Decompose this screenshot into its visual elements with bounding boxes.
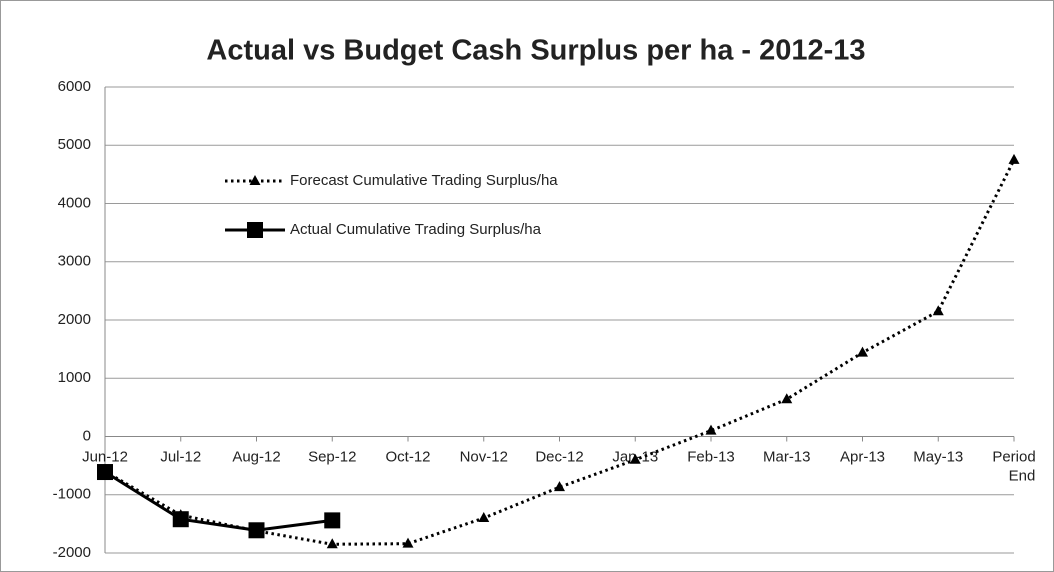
x-tick-label: Nov-12	[460, 448, 508, 465]
triangle-marker	[402, 537, 414, 548]
triangle-marker	[1008, 153, 1020, 164]
x-tick-label: Apr-13	[840, 448, 885, 465]
y-tick-label: -1000	[53, 486, 91, 503]
x-tick-label: Period End	[992, 448, 1035, 484]
y-tick-label: 6000	[58, 78, 91, 95]
triangle-marker	[932, 305, 944, 316]
x-tick-label: Dec-12	[535, 448, 583, 465]
triangle-marker	[478, 512, 490, 523]
x-tick-label: Oct-12	[385, 448, 430, 465]
y-tick-label: 5000	[58, 136, 91, 153]
legend-label: Forecast Cumulative Trading Surplus/ha	[290, 172, 558, 189]
legend-marker	[247, 222, 263, 238]
x-tick-label: Aug-12	[232, 448, 280, 465]
triangle-marker	[629, 453, 641, 464]
y-tick-label: 0	[83, 427, 91, 444]
chart-title: Actual vs Budget Cash Surplus per ha - 2…	[206, 35, 865, 67]
x-tick-label: Sep-12	[308, 448, 356, 465]
y-tick-label: 2000	[58, 311, 91, 328]
triangle-marker	[705, 424, 717, 435]
x-tick-label: Feb-13	[687, 448, 735, 465]
x-tick-label: Mar-13	[763, 448, 811, 465]
triangle-marker	[326, 538, 338, 549]
y-tick-label: 1000	[58, 369, 91, 386]
legend-label: Actual Cumulative Trading Surplus/ha	[290, 221, 542, 238]
x-tick-label: Jul-12	[160, 448, 201, 465]
y-tick-label: -2000	[53, 544, 91, 561]
triangle-marker	[857, 346, 868, 357]
triangle-marker	[554, 481, 565, 492]
legend-marker	[249, 175, 261, 185]
y-tick-label: 4000	[58, 194, 91, 211]
series-line	[104, 470, 333, 532]
square-marker	[97, 464, 113, 481]
x-tick-label: May-13	[913, 448, 963, 465]
square-marker	[324, 512, 341, 529]
square-marker	[248, 522, 265, 539]
x-tick-label: Jun-12	[82, 448, 128, 465]
triangle-marker	[781, 393, 793, 404]
square-marker	[172, 511, 189, 528]
y-tick-label: 3000	[58, 253, 91, 270]
